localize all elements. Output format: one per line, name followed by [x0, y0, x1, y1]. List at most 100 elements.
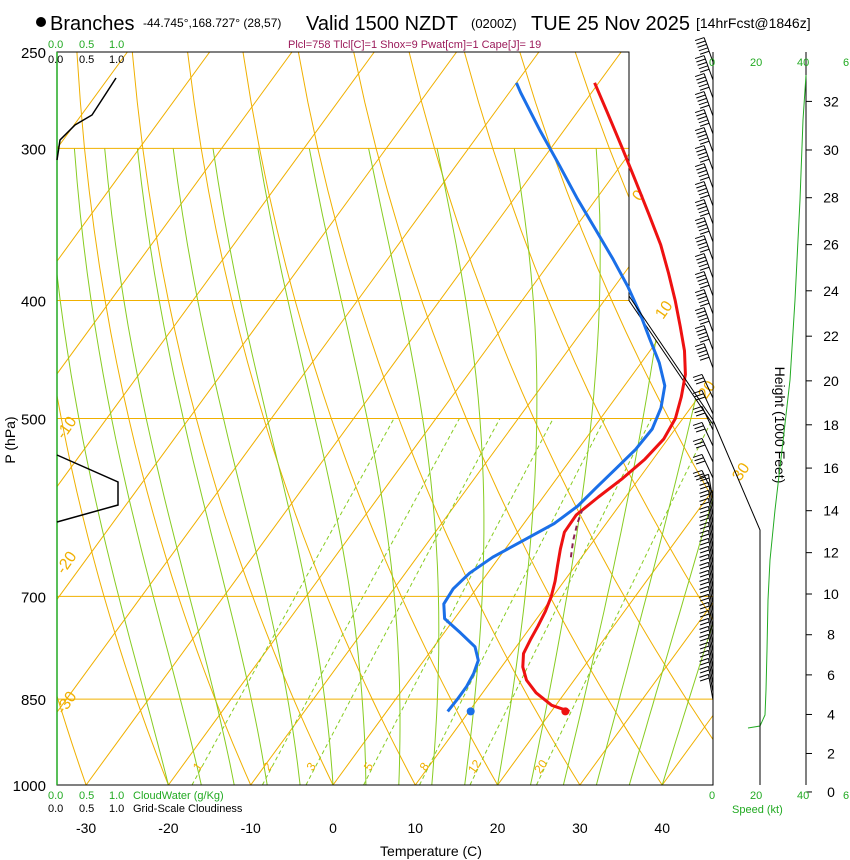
p-tick-400: 400 — [21, 294, 46, 311]
wind-barb — [692, 373, 714, 399]
wind-barb-staff — [701, 454, 714, 479]
wind-barb-feather — [696, 94, 706, 99]
wind-barb-feather — [699, 501, 710, 506]
moist-adiabat-36 — [628, 148, 713, 785]
wind-barb-feather — [699, 284, 710, 289]
wind-barb-feather — [697, 277, 707, 282]
wind-barb — [694, 127, 714, 153]
height-tick-24: 24 — [823, 283, 839, 299]
cw-top-05: 0.5 — [79, 39, 94, 51]
wind-barb-feather — [699, 633, 709, 638]
wind-barb-feather — [697, 349, 707, 354]
wind-barb-staff — [707, 498, 714, 525]
wind-barb-feather — [697, 331, 707, 336]
wind-barb — [692, 453, 714, 479]
height-tick-12: 12 — [823, 545, 839, 561]
cl-top-1: 1.0 — [109, 54, 124, 66]
moist-adiabat--8 — [136, 148, 268, 785]
moist-adiabat-16 — [436, 148, 485, 785]
wind-barb-staff — [703, 145, 714, 171]
wind-barb-staff — [703, 109, 714, 135]
wind-barb-staff — [707, 658, 714, 685]
wind-barb-feather — [699, 493, 710, 498]
wind-barb — [694, 73, 714, 99]
height-tick-32: 32 — [823, 93, 839, 109]
wind-barb-staff — [707, 506, 714, 533]
wind-barb-feather — [699, 320, 710, 325]
mixing-ratio-labels: 1 2 3 5 8 12 20 — [190, 757, 551, 776]
mixing-ratio-label-8: 8 — [417, 760, 432, 774]
mixing-ratio-label-20: 20 — [531, 757, 550, 776]
wind-barb-feather — [694, 217, 705, 222]
wind-barb — [699, 545, 714, 573]
wind-barb — [699, 489, 714, 517]
wind-barb-feather — [696, 292, 706, 297]
moist-adiabat-20 — [497, 148, 538, 785]
wind-barb — [699, 649, 714, 677]
wind-barb — [699, 585, 714, 613]
wind-barb — [694, 307, 714, 333]
mixing-ratio-2 — [261, 418, 460, 785]
wind-barb-feather — [695, 444, 706, 449]
wind-barb — [699, 497, 714, 525]
wind-barb-feather — [698, 155, 709, 160]
wind-barb-feather — [698, 173, 709, 178]
wind-barb-feather — [695, 396, 706, 401]
dry-adiabat-70 — [519, 52, 713, 785]
wind-barb-feather — [699, 529, 709, 534]
wind-barb-feather — [696, 346, 706, 351]
wind-barb-feather — [696, 274, 706, 279]
height-tick-10: 10 — [823, 586, 839, 602]
wind-barb-staff — [707, 530, 714, 557]
speed-top-20: 20 — [750, 57, 762, 69]
wind-barb-feather — [699, 665, 709, 670]
wind-barb-staff — [707, 642, 714, 669]
wind-barb-feather — [698, 101, 709, 106]
wind-barb-feather — [699, 637, 710, 642]
x-tick-10: 10 — [408, 820, 424, 836]
wind-barb-feather — [699, 356, 710, 361]
wind-barb-feather — [692, 405, 703, 410]
location-name: Branches — [50, 13, 135, 35]
wind-barb-feather — [694, 253, 705, 258]
wind-speed-profile — [747, 74, 807, 729]
wind-barb — [699, 609, 714, 637]
moist-adiabat--12 — [104, 148, 235, 785]
speed-bot-0: 0 — [709, 790, 715, 802]
wind-barb-feather — [699, 669, 710, 674]
wind-barb-feather — [699, 657, 709, 662]
wind-barb-staff — [703, 217, 714, 243]
wind-barb-feather — [694, 271, 705, 276]
moist-adiabat-4 — [257, 148, 367, 785]
height-tick-2: 2 — [827, 745, 835, 761]
wind-barb-staff — [703, 181, 714, 207]
cloudiness-label: Grid-Scale Cloudiness — [133, 803, 243, 815]
height-tick-14: 14 — [823, 503, 839, 519]
speed-bot-20: 20 — [750, 790, 762, 802]
wind-barb-feather — [699, 661, 710, 666]
wind-barb-feather — [699, 613, 710, 618]
wind-barb-staff — [707, 522, 714, 549]
wind-barb-feather — [697, 97, 707, 102]
wind-barb-feather — [699, 509, 710, 514]
wind-barb-feather — [698, 353, 709, 358]
cw-bot-1: 1.0 — [109, 790, 124, 802]
wind-barb-feather — [697, 169, 707, 174]
wind-barb-staff — [701, 390, 714, 415]
wind-barb-feather — [696, 220, 706, 225]
cw-bot-0: 0.0 — [48, 790, 63, 802]
wind-barb-feather — [694, 289, 705, 294]
wind-barb-feather — [699, 569, 709, 574]
wind-barb — [699, 481, 714, 509]
wind-barb-feather — [694, 425, 704, 430]
wind-barb-staff — [703, 325, 714, 351]
wind-barb-feather — [699, 302, 710, 307]
wind-barb-feather — [699, 497, 709, 502]
wind-barb-feather — [694, 73, 705, 78]
temperature-axis: -30 -20 -10 0 10 20 30 40 — [76, 820, 670, 836]
height-tick-28: 28 — [823, 190, 839, 206]
wind-barb-feather — [692, 373, 703, 378]
cl-bot-1: 1.0 — [109, 803, 124, 815]
